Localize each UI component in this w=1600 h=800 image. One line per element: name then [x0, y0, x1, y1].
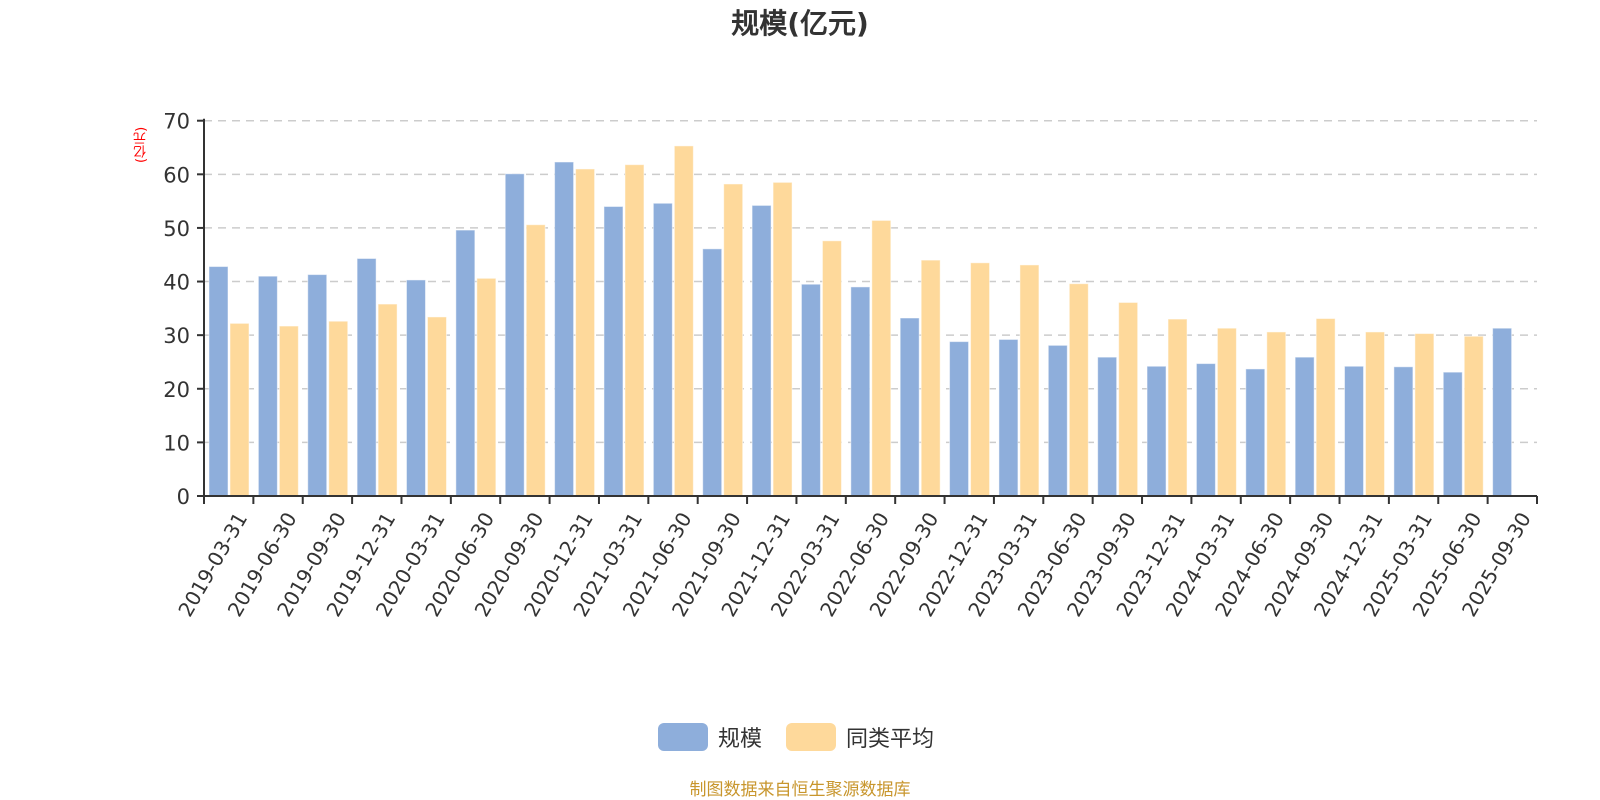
bar-scale[interactable]: [899, 317, 920, 497]
bar-peer-average[interactable]: [1068, 283, 1089, 497]
bar-scale[interactable]: [949, 341, 970, 497]
bar-scale[interactable]: [405, 279, 426, 497]
x-axis: 2019-03-312019-06-302019-09-302019-12-31…: [173, 495, 1538, 621]
bar-scale[interactable]: [1245, 368, 1266, 497]
bar-chart: 0 10 20 30 40 50 60 70 2019-03-312019-06-302019…: [163, 110, 1538, 621]
bar-scale[interactable]: [1294, 356, 1315, 497]
bar-scale[interactable]: [208, 266, 229, 497]
y-tick-label: 0: [177, 485, 190, 509]
y-tick-label: 40: [163, 271, 190, 295]
bar-peer-average[interactable]: [476, 277, 497, 497]
bar-peer-average[interactable]: [1365, 331, 1386, 497]
bar-peer-average[interactable]: [1463, 335, 1484, 497]
y-tick-label: 70: [163, 110, 190, 134]
bar-peer-average[interactable]: [920, 259, 941, 497]
bar-scale[interactable]: [1047, 344, 1068, 497]
bar-peer-average[interactable]: [1167, 318, 1188, 497]
bar-peer-average[interactable]: [229, 322, 250, 497]
bar-scale[interactable]: [1146, 365, 1167, 497]
bar-peer-average[interactable]: [1266, 331, 1287, 497]
bar-peer-average[interactable]: [723, 183, 744, 497]
data-source-note: 制图数据来自恒生聚源数据库: [689, 780, 911, 800]
bar-scale[interactable]: [504, 173, 525, 497]
bar-peer-average[interactable]: [970, 262, 991, 497]
bar-peer-average[interactable]: [624, 164, 645, 497]
bar-peer-average[interactable]: [871, 219, 892, 497]
bar-scale[interactable]: [702, 248, 723, 497]
bar-peer-average[interactable]: [821, 240, 842, 497]
bar-peer-average[interactable]: [772, 181, 793, 497]
bar-scale[interactable]: [1195, 363, 1216, 497]
legend-swatch-scale: [658, 723, 708, 751]
bar-scale[interactable]: [1393, 366, 1414, 497]
bar-scale[interactable]: [307, 274, 328, 497]
bar-peer-average[interactable]: [278, 325, 299, 497]
bar-scale[interactable]: [751, 204, 772, 497]
legend-item-peer-average[interactable]: 同类平均: [786, 722, 934, 752]
bar-peer-average[interactable]: [1118, 301, 1139, 497]
y-tick-label: 60: [163, 163, 190, 187]
bar-peer-average[interactable]: [426, 316, 447, 497]
bar-peer-average[interactable]: [328, 320, 349, 497]
legend-label-peer-average: 同类平均: [846, 727, 935, 752]
bar-scale[interactable]: [356, 257, 377, 497]
legend-swatch-peer-average: [786, 723, 836, 751]
bar-scale[interactable]: [1492, 327, 1513, 497]
legend: 规模 同类平均: [0, 722, 1600, 752]
bar-scale[interactable]: [1097, 356, 1118, 497]
bar-peer-average[interactable]: [1315, 318, 1336, 497]
bar-peer-average[interactable]: [1019, 264, 1040, 497]
legend-label-scale: 规模: [718, 727, 763, 752]
bar-peer-average[interactable]: [673, 145, 694, 497]
bar-scale[interactable]: [554, 161, 575, 497]
bar-scale[interactable]: [1344, 365, 1365, 497]
bar-scale[interactable]: [1442, 371, 1463, 497]
legend-item-scale[interactable]: 规模: [658, 722, 762, 752]
chart-title: 规模(亿元): [731, 7, 869, 40]
bar-scale[interactable]: [850, 286, 871, 497]
bar-scale[interactable]: [455, 229, 476, 497]
bar-scale[interactable]: [257, 275, 278, 497]
y-tick-label: 10: [163, 431, 190, 455]
bar-scale[interactable]: [800, 283, 821, 497]
bar-peer-average[interactable]: [1216, 327, 1237, 497]
bar-scale[interactable]: [603, 205, 624, 497]
y-tick-label: 30: [163, 324, 190, 348]
bar-peer-average[interactable]: [1414, 333, 1435, 497]
bar-peer-average[interactable]: [377, 303, 398, 497]
y-tick-label: 50: [163, 217, 190, 241]
bar-scale[interactable]: [652, 202, 673, 497]
bar-scale[interactable]: [998, 338, 1019, 497]
bar-peer-average[interactable]: [575, 168, 596, 497]
bars: [208, 145, 1513, 497]
grid-lines: [204, 119, 1537, 444]
bar-peer-average[interactable]: [525, 224, 546, 497]
y-tick-label: 20: [163, 378, 190, 402]
y-axis: 0 10 20 30 40 50 60 70: [163, 110, 205, 509]
